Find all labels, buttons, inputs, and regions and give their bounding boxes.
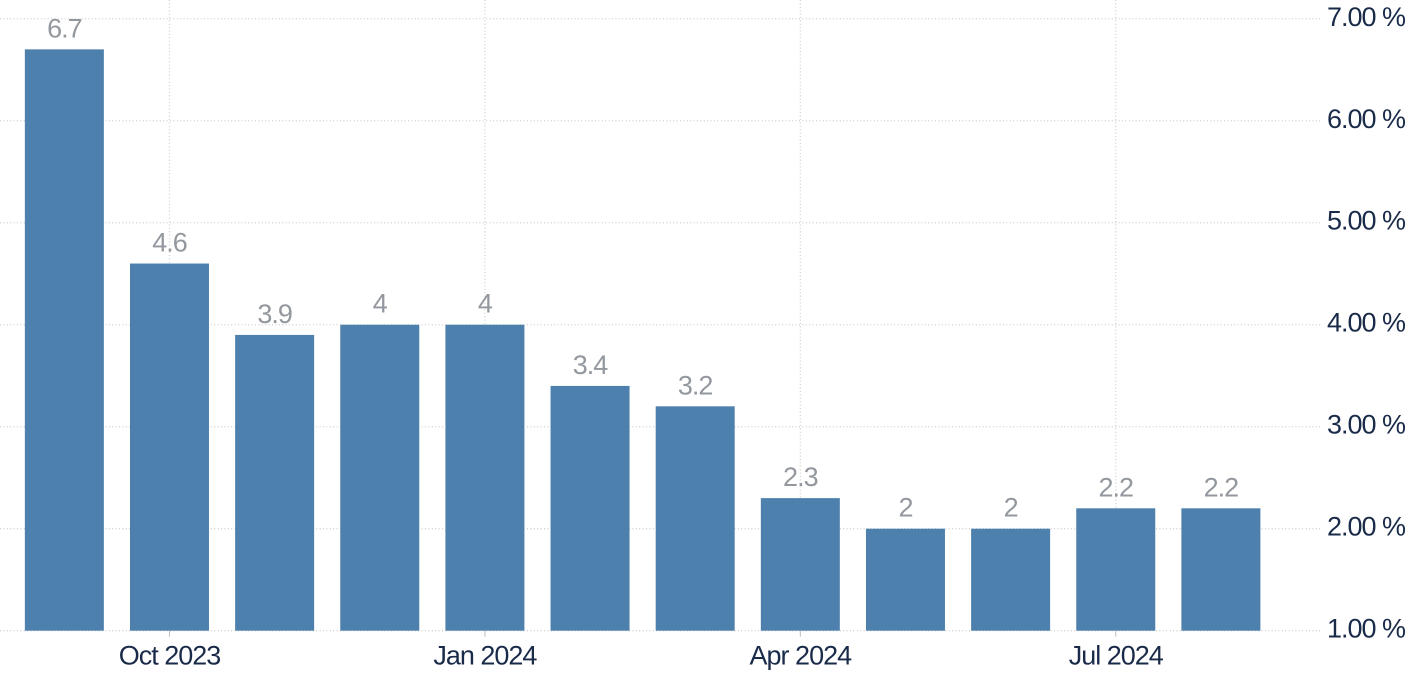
svg-text:Jan 2024: Jan 2024 [433,641,537,671]
svg-text:7.00 %: 7.00 % [1327,2,1406,32]
svg-text:Apr 2024: Apr 2024 [750,641,853,671]
svg-text:2: 2 [1004,493,1018,523]
svg-text:3.9: 3.9 [257,299,292,329]
svg-text:Oct 2023: Oct 2023 [119,641,221,671]
svg-text:4.00 %: 4.00 % [1327,308,1406,338]
svg-text:2.2: 2.2 [1204,472,1239,502]
svg-text:2.2: 2.2 [1098,472,1133,502]
svg-text:6.7: 6.7 [47,13,82,43]
svg-text:1.00 %: 1.00 % [1327,614,1406,644]
svg-text:2.00 %: 2.00 % [1327,512,1406,542]
svg-text:5.00 %: 5.00 % [1327,206,1406,236]
svg-text:4.6: 4.6 [152,228,187,258]
svg-text:2.3: 2.3 [783,462,818,492]
svg-text:3.2: 3.2 [678,370,713,400]
svg-text:3.00 %: 3.00 % [1327,410,1406,440]
svg-text:3.4: 3.4 [573,350,609,380]
svg-text:4: 4 [478,289,493,319]
svg-text:Jul 2024: Jul 2024 [1069,641,1164,671]
svg-text:6.00 %: 6.00 % [1327,104,1406,134]
svg-text:4: 4 [373,289,388,319]
svg-text:2: 2 [898,493,912,523]
